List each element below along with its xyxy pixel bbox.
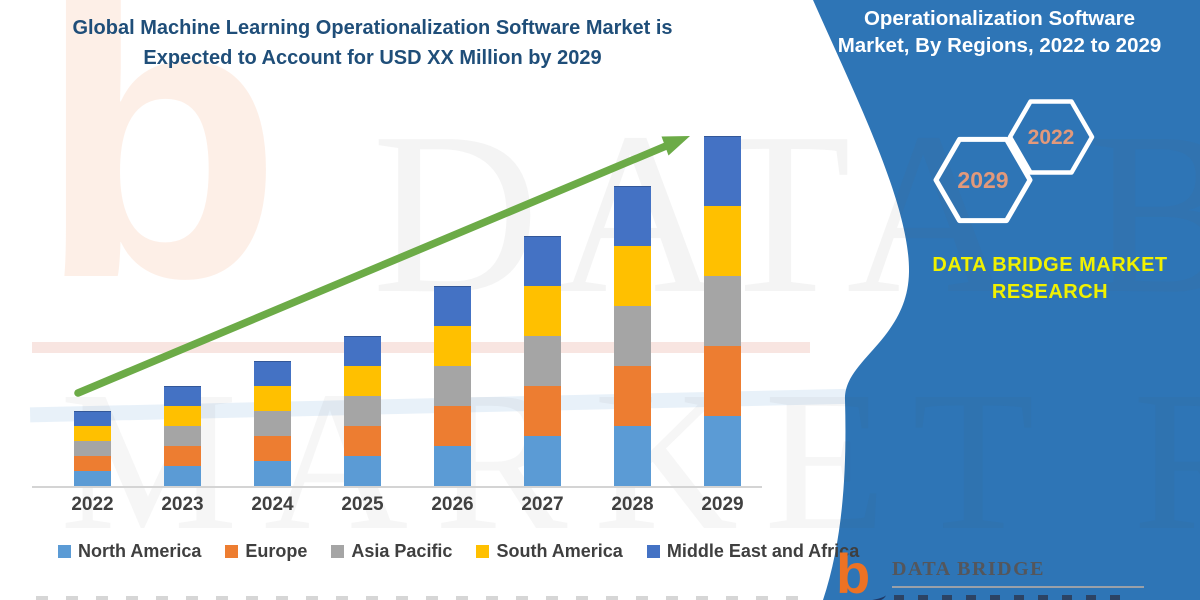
segment-asia-pacific xyxy=(74,441,111,456)
clipped-bottom-text xyxy=(36,596,806,600)
segment-north-america xyxy=(74,471,111,486)
chart-title: Global Machine Learning Operationalizati… xyxy=(40,13,705,73)
segment-north-america xyxy=(524,436,561,486)
segment-middle-east-and-africa xyxy=(74,411,111,426)
segment-europe xyxy=(254,436,291,461)
segment-south-america xyxy=(164,406,201,426)
legend-item-middle-east-and-africa: Middle East and Africa xyxy=(646,541,860,562)
segment-asia-pacific xyxy=(254,411,291,436)
segment-north-america xyxy=(614,426,651,486)
segment-asia-pacific xyxy=(704,276,741,346)
x-axis-label-2026: 2026 xyxy=(431,494,474,515)
legend-swatch-icon xyxy=(331,545,345,558)
blue-panel-shape xyxy=(813,0,1200,600)
x-axis-label-2028: 2028 xyxy=(611,494,654,515)
panel-heading-line2: Market, By Regions, 2022 to 2029 xyxy=(837,34,1162,57)
chart-title-line2: Expected to Account for USD XX Million b… xyxy=(143,47,602,69)
x-axis-label-2024: 2024 xyxy=(251,494,294,515)
segment-south-america xyxy=(704,206,741,276)
legend-label: North America xyxy=(78,541,202,561)
panel-heading-line1: Operationalization Software xyxy=(863,7,1136,30)
segment-asia-pacific xyxy=(344,396,381,426)
segment-south-america xyxy=(74,426,111,441)
logo-clipped-subline xyxy=(894,595,1129,600)
legend-item-europe: Europe xyxy=(225,541,307,562)
chart-legend: North America Europe Asia Pacific South Ame… xyxy=(58,541,859,562)
dbmr-logo: b DATA BRIDGE xyxy=(833,542,1164,600)
x-axis-label-2023: 2023 xyxy=(161,494,204,515)
logo-underline xyxy=(892,586,1144,588)
x-axis-label-2022: 2022 xyxy=(71,494,114,515)
brand-text: DATA BRIDGE MARKET RESEARCH xyxy=(900,252,1200,306)
segment-europe xyxy=(704,346,741,416)
chart-title-line1: Global Machine Learning Operationalizati… xyxy=(72,17,673,39)
logo-wordmark: DATA BRIDGE xyxy=(892,558,1046,580)
logo-b-icon: b xyxy=(836,542,871,600)
bar-2029 xyxy=(704,136,741,486)
x-axis-label-2025: 2025 xyxy=(341,494,384,515)
x-axis-line xyxy=(32,486,762,488)
legend-swatch-icon xyxy=(646,545,660,558)
legend-item-north-america: North America xyxy=(58,541,201,562)
segment-middle-east-and-africa xyxy=(704,136,741,206)
segment-europe xyxy=(164,446,201,466)
segment-asia-pacific xyxy=(164,426,201,446)
legend-label: South America xyxy=(496,541,623,561)
legend-item-south-america: South America xyxy=(476,541,623,562)
segment-north-america xyxy=(164,466,201,486)
legend-label: Middle East and Africa xyxy=(666,541,860,561)
segment-europe xyxy=(434,406,471,446)
legend-item-asia-pacific: Asia Pacific xyxy=(331,541,452,562)
segment-north-america xyxy=(434,446,471,486)
segment-europe xyxy=(344,426,381,456)
hexagon-2029-label: 2029 xyxy=(957,167,1008,193)
legend-label: Europe xyxy=(245,541,308,561)
brand-line2: RESEARCH xyxy=(991,281,1109,303)
hexagon-2022-label: 2022 xyxy=(1028,126,1075,149)
segment-europe xyxy=(74,456,111,471)
legend-swatch-icon xyxy=(58,545,71,558)
brand-line1: DATA BRIDGE MARKET xyxy=(932,254,1168,276)
bar-2022 xyxy=(74,411,111,486)
segment-north-america xyxy=(344,456,381,486)
legend-swatch-icon xyxy=(476,545,490,558)
legend-swatch-icon xyxy=(225,545,239,558)
segment-north-america xyxy=(704,416,741,486)
hexagon-2029 xyxy=(933,136,1033,224)
x-axis-label-2027: 2027 xyxy=(521,494,564,515)
segment-north-america xyxy=(254,461,291,486)
x-axis-label-2029: 2029 xyxy=(701,494,744,515)
panel-heading: Operationalization Software Market, By R… xyxy=(832,5,1167,59)
legend-label: Asia Pacific xyxy=(351,541,453,561)
hexagon-2022 xyxy=(1007,99,1095,175)
